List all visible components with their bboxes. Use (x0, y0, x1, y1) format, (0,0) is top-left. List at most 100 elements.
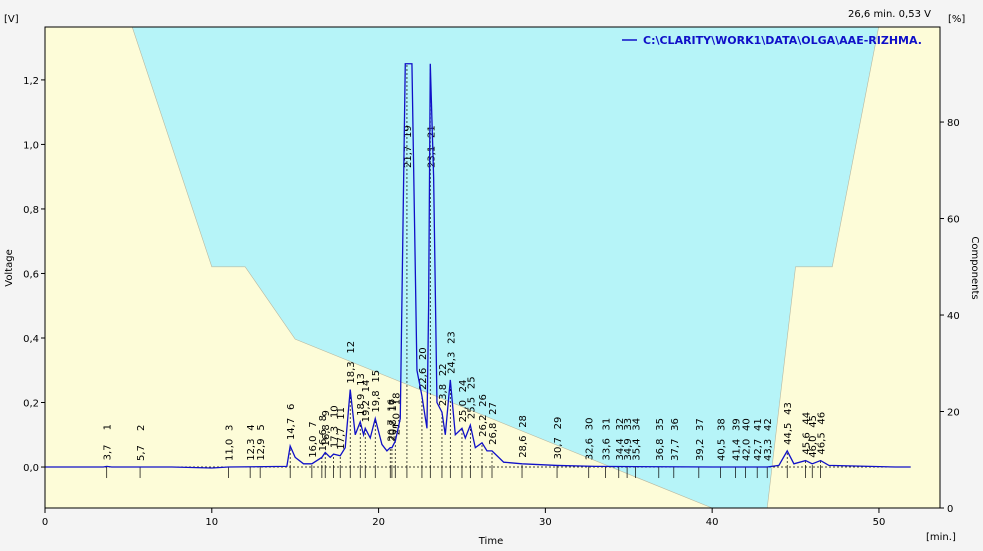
peak-id: 20 (418, 347, 429, 360)
peak-time: 23,1 (426, 146, 437, 168)
peak-id: 39 (732, 418, 743, 431)
peak-time: 34,4 (615, 438, 626, 460)
peak-id: 5 (256, 424, 267, 430)
peak-time: 33,6 (601, 438, 612, 460)
peak-time: 19,2 (361, 400, 372, 422)
y2-tick-label: 80 (947, 118, 960, 129)
peak-time: 34,9 (623, 438, 634, 460)
peak-id: 11 (336, 407, 347, 420)
gradient-below (45, 27, 940, 508)
y2-tick-label: 60 (947, 215, 960, 226)
peak-id: 29 (553, 417, 564, 430)
peak-time: 28,6 (518, 436, 529, 458)
peak-time: 39,2 (695, 439, 706, 461)
peak-id: 27 (488, 402, 499, 415)
peak-id: 6 (286, 404, 297, 410)
peak-time: 26,2 (478, 415, 489, 437)
y-tick-label: 1,0 (23, 140, 39, 151)
peak-time: 19,8 (371, 390, 382, 412)
peak-time: 22,6 (418, 368, 429, 390)
peak-time: 30,7 (553, 437, 564, 459)
y-tick-label: 0,0 (23, 463, 39, 474)
peak-time: 46,5 (817, 432, 828, 454)
peak-id: 17 (388, 399, 399, 412)
peak-time: 36,8 (655, 438, 666, 460)
peak-id: 22 (438, 363, 449, 376)
peak-id: 37 (695, 418, 706, 431)
x-tick-label: 50 (873, 517, 886, 528)
y-tick-label: 0,6 (23, 269, 39, 280)
peak-time: 5,7 (136, 445, 147, 461)
peak-time: 43,3 (763, 439, 774, 461)
peak-time: 26,8 (488, 423, 499, 445)
status: 26,6 min. 0,53 V (848, 9, 931, 20)
x-tick-label: 10 (205, 517, 218, 528)
peak-id: 13 (356, 373, 367, 386)
y-unit: [V] (4, 14, 19, 25)
x-tick-label: 30 (539, 517, 552, 528)
peak-id: 30 (585, 417, 596, 430)
peak-id: 19 (403, 125, 414, 138)
peak-time: 20,8 (388, 419, 399, 441)
peak-id: 40 (742, 418, 753, 431)
peak-id: 44 (802, 412, 813, 425)
y-tick-label: 0,2 (23, 399, 39, 410)
y2-tick-label: 20 (947, 408, 960, 419)
peak-time: 32,6 (585, 438, 596, 460)
peak-id: 32 (615, 418, 626, 431)
peak-id: 36 (670, 418, 681, 431)
x-tick-label: 20 (372, 517, 385, 528)
peak-time: 41,4 (732, 439, 743, 461)
peak-id: 34 (631, 418, 642, 431)
peak-time: 21,0 (391, 413, 402, 435)
x-tick-label: 40 (706, 517, 719, 528)
peak-time: 3,7 (103, 444, 114, 460)
peak-time: 16,6 (318, 429, 329, 451)
peak-time: 25,0 (458, 400, 469, 422)
peak-id: 14 (361, 380, 372, 393)
peak-id: 12 (346, 341, 357, 354)
peak-id: 25 (466, 376, 477, 389)
y2-tick-label: 0 (947, 504, 953, 515)
peak-time: 35,4 (631, 438, 642, 460)
peak-id: 31 (601, 418, 612, 431)
peak-id: 7 (308, 421, 319, 427)
plot-frame (44, 26, 941, 509)
plot-area: 3,7 1 5,7 2 11,0 3 12,3 4 12,9 5 14,7 6 16,0 7 16,6 8 16… (45, 27, 940, 508)
peak-id: 2 (136, 425, 147, 431)
peak-id: 16 (386, 399, 397, 412)
peak-time: 17,7 (336, 427, 347, 449)
peak-id: 45 (808, 415, 819, 428)
peak-time: 18,9 (356, 394, 367, 416)
peak-id: 43 (783, 402, 794, 415)
y2-label: Components (969, 236, 980, 299)
peak-time: 17,3 (330, 426, 341, 448)
peak-id: 35 (655, 418, 666, 431)
y-tick-label: 1,2 (23, 76, 39, 87)
peak-time: 20,7 (386, 419, 397, 441)
peak-id: 33 (623, 418, 634, 431)
peak-time: 14,7 (286, 418, 297, 440)
peak-time: 18,3 (346, 361, 357, 383)
peak-time: 42,7 (753, 439, 764, 461)
y-tick-label: 0,8 (23, 205, 39, 216)
peak-id: 3 (224, 425, 235, 431)
peak-time: 16,0 (308, 436, 319, 458)
peak-id: 18 (391, 392, 402, 405)
peak-time: 40,5 (717, 439, 728, 461)
peak-id: 15 (371, 370, 382, 383)
y-label: Voltage (4, 249, 15, 287)
peak-id: 28 (518, 415, 529, 428)
x-label: Time (478, 536, 503, 547)
gradient-line (131, 27, 879, 508)
y-tick-label: 0,4 (23, 334, 39, 345)
peak-time: 12,3 (246, 439, 257, 461)
y2-tick-label: 40 (947, 311, 960, 322)
trace (45, 63, 911, 469)
peak-id: 23 (446, 331, 457, 344)
peak-time: 45,6 (802, 432, 813, 454)
peak-id: 9 (321, 410, 332, 416)
peak-id: 10 (330, 405, 341, 418)
peak-id: 42 (763, 418, 774, 431)
